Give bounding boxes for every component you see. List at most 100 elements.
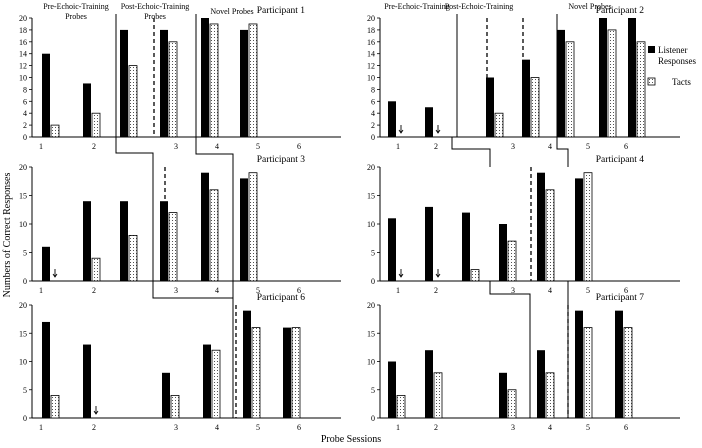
tacts-bar (168, 212, 178, 282)
listener-bar (120, 29, 128, 137)
y-tick-label: 20 (19, 14, 27, 23)
connector-line (195, 137, 234, 298)
session-label: 4 (548, 423, 552, 432)
phase-label: Novel Probes (568, 2, 611, 11)
session-label: 6 (297, 286, 301, 295)
session-label: 1 (39, 142, 43, 151)
tacts-bar (494, 112, 504, 138)
tacts-bar (291, 327, 301, 419)
listener-bar (83, 201, 91, 281)
session-label: 6 (624, 142, 628, 151)
panel-participant-4: 0 5 10 15 20 1 2 3 4 5 6 Participant 4 (367, 155, 680, 295)
tacts-bar (396, 394, 406, 419)
legend-listener-label-line1: Listener (658, 45, 688, 55)
y-tick-label: 10 (19, 358, 27, 367)
y-tick-label: 10 (367, 358, 375, 367)
listener-bar (425, 350, 433, 418)
panel-title: Participant 1 (257, 6, 306, 16)
y-tick-label: 0 (371, 414, 375, 423)
legend-tacts-label: Tacts (672, 77, 691, 87)
zero-arrow-head (398, 129, 404, 134)
tacts-bar (507, 389, 517, 419)
session-label: 4 (548, 286, 552, 295)
listener-bar (42, 321, 50, 418)
session-label: 5 (586, 423, 590, 432)
y-tick-label: 15 (19, 329, 27, 338)
y-axis-title: Numbers of Correct Responses (2, 173, 13, 298)
session-label: 1 (39, 423, 43, 432)
listener-bar (499, 224, 507, 281)
session-label: 6 (297, 142, 301, 151)
listener-bar (83, 83, 91, 137)
listener-bar (499, 372, 507, 418)
x-axis-title: Probe Sessions (321, 434, 381, 445)
y-tick-label: 18 (19, 26, 27, 35)
listener-bar (615, 310, 623, 418)
listener-bar (557, 29, 565, 137)
legend-listener-swatch (648, 46, 655, 53)
tacts-bar (128, 65, 138, 138)
legend: Listener Responses Tacts (647, 45, 696, 87)
phase-label: Probes (144, 12, 166, 21)
listener-bar (42, 246, 50, 281)
tacts-bar (251, 327, 261, 419)
panel-participant-6: 0 5 10 15 20 1 2 3 4 5 6 Participant 6 (19, 293, 341, 432)
zero-arrow-head (435, 273, 441, 278)
tacts-bar (211, 349, 221, 419)
listener-bar (243, 310, 251, 418)
listener-bar (283, 327, 291, 418)
y-tick-label: 0 (23, 133, 27, 142)
tacts-bar (50, 394, 60, 419)
y-tick-label: 6 (371, 97, 375, 106)
tacts-bar (209, 23, 219, 138)
y-tick-label: 14 (19, 50, 27, 59)
session-label: 3 (174, 286, 178, 295)
tacts-bar (248, 23, 258, 138)
tacts-bar (91, 112, 101, 138)
session-label: 5 (586, 142, 590, 151)
session-label: 4 (215, 423, 219, 432)
y-tick-label: 16 (367, 38, 375, 47)
panel-title: Participant 4 (596, 155, 645, 165)
panel-participant-3: 0 5 10 15 20 1 2 3 4 5 6 Participant 3 (19, 155, 341, 295)
session-label: 2 (92, 142, 96, 151)
tacts-bar (470, 269, 480, 282)
listener-bar (537, 350, 545, 418)
y-tick-label: 0 (371, 133, 375, 142)
phase-label: Probes (65, 12, 87, 21)
tacts-bar (545, 372, 555, 419)
listener-bar (599, 18, 607, 137)
phase-label: Post-Echoic-Training (121, 2, 190, 11)
listener-bar (201, 18, 209, 137)
session-label: 1 (396, 142, 400, 151)
y-tick-label: 15 (367, 329, 375, 338)
tacts-bar (170, 394, 180, 419)
y-tick-label: 10 (19, 74, 27, 83)
session-label: 3 (511, 423, 515, 432)
session-label: 1 (39, 286, 43, 295)
session-label: 3 (174, 423, 178, 432)
listener-bar (120, 201, 128, 281)
session-label: 1 (396, 423, 400, 432)
session-label: 4 (215, 142, 219, 151)
tacts-bar (565, 41, 575, 138)
listener-bar (203, 344, 211, 418)
y-tick-label: 12 (19, 62, 27, 71)
tacts-bar (607, 29, 617, 138)
session-label: 2 (92, 286, 96, 295)
listener-bar (486, 77, 494, 137)
session-label: 2 (434, 286, 438, 295)
tacts-bar (128, 234, 138, 282)
y-tick-label: 5 (371, 249, 375, 258)
tacts-bar (545, 189, 555, 282)
session-label: 6 (624, 286, 628, 295)
y-tick-label: 5 (23, 249, 27, 258)
tacts-bar (248, 172, 258, 282)
y-tick-label: 8 (371, 85, 375, 94)
y-tick-label: 0 (371, 277, 375, 286)
y-tick-label: 10 (367, 220, 375, 229)
y-tick-label: 0 (23, 277, 27, 286)
panel-participant-7: 0 5 10 15 20 1 2 3 4 5 6 Participant 7 (367, 293, 680, 432)
y-tick-label: 4 (23, 109, 27, 118)
